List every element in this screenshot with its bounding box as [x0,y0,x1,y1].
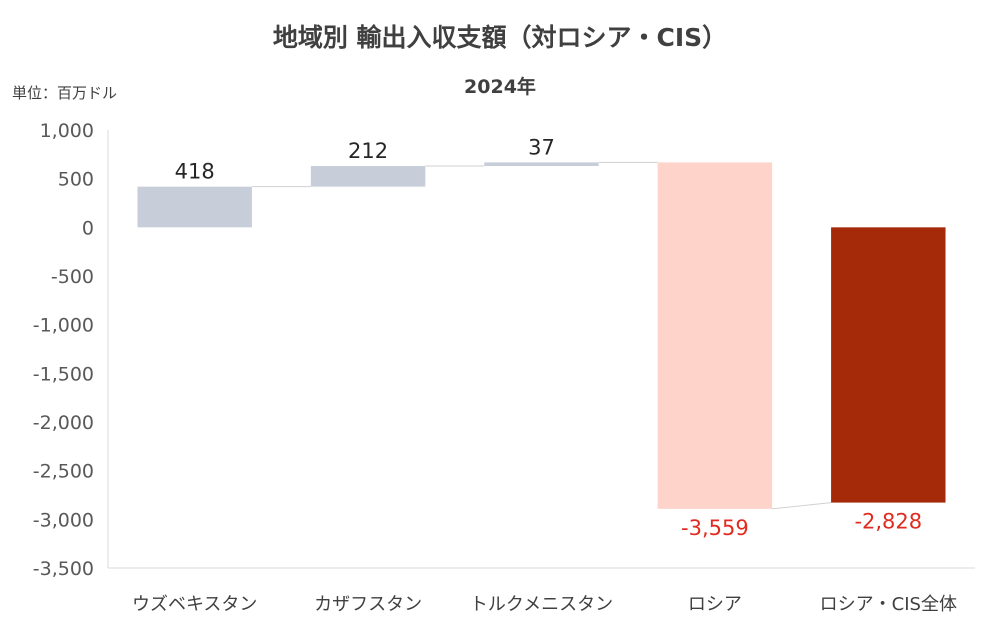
data-label: -3,559 [681,516,749,540]
y-tick-label: 0 [82,217,94,239]
y-tick-label: -2,000 [33,412,94,434]
y-tick-label: -2,500 [33,461,94,483]
y-tick-label: -1,000 [33,315,94,337]
bar-5 [831,227,946,503]
connector-line [772,502,832,510]
y-tick-label: -3,000 [33,509,94,531]
data-label: -2,828 [854,510,922,534]
y-tick-label: -500 [51,266,94,288]
data-label: 212 [348,139,388,163]
unit-label: 単位：百万ドル [12,84,118,102]
chart-subtitle: 2024年 [464,76,536,98]
x-category-label: ロシア [688,594,742,615]
bar-2 [310,166,426,187]
axis-layer: 1,000 500 0 -500 -1,000 -1,500 -2,000 -2,500 -3,… [33,120,975,615]
bar-3 [484,162,599,167]
data-label: 37 [528,135,555,159]
y-tick-label: -3,500 [33,558,94,580]
x-category-label: ロシア・CIS全体 [820,594,957,615]
x-category-label: ウズベキスタン [132,594,257,615]
chart-title: 地域別 輸出入収支額（対ロシア・CIS） [272,23,728,52]
bar-layer [137,162,946,509]
label-layer: 418 212 37 -3,559 -2,828 [175,135,922,539]
y-tick-label: -1,500 [33,363,94,385]
connector-layer [251,161,832,510]
y-tick-label: 1,000 [40,120,94,142]
bar-1 [137,186,252,228]
x-category-label: カザフスタン [314,594,422,615]
y-tick-label: 500 [58,169,94,191]
bar-4 [657,162,773,509]
x-category-label: トルクメニスタン [470,594,613,615]
data-label: 418 [175,160,215,184]
